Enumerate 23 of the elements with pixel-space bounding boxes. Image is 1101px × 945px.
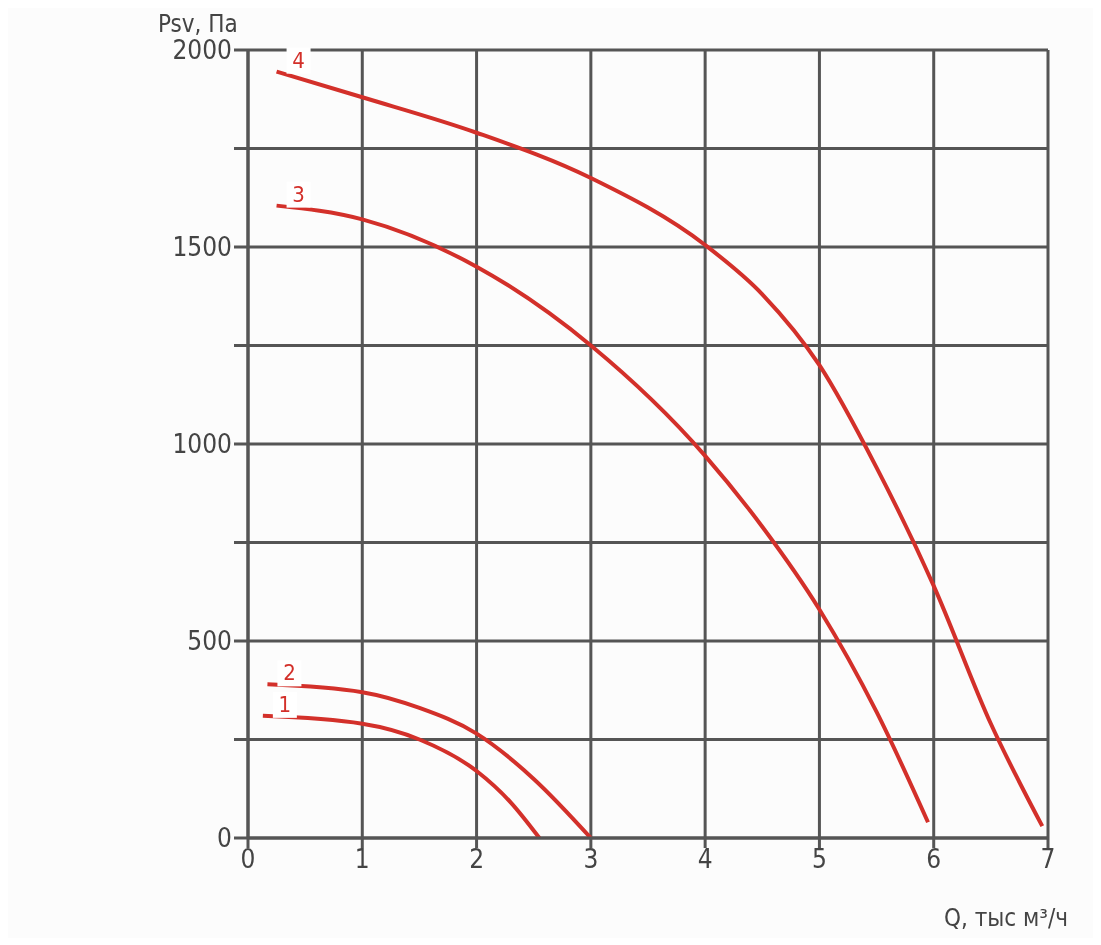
x-tick-label: 1 [354,844,370,875]
y-tick-label: 500 [187,626,232,657]
x-tick-label: 0 [240,844,256,875]
y-tick-label: 0 [217,823,232,854]
y-tick-label: 2000 [172,35,232,66]
x-tick-label: 6 [926,844,942,875]
y-tick-label: 1500 [172,232,232,263]
x-tick-label: 3 [583,844,599,875]
series-label: 4 [292,47,305,73]
line-series [274,203,930,825]
y-axis-title: Psv, Па [158,10,238,38]
x-tick-label: 7 [1040,844,1056,875]
x-tick-label: 4 [697,844,713,875]
x-tick-label: 2 [469,844,485,875]
line-series [260,713,542,838]
y-tick-label: 1000 [172,429,232,460]
series-label: 2 [283,660,296,686]
series-label: 3 [292,181,305,207]
line-series [274,69,1045,829]
series-label: 1 [278,691,292,717]
x-axis-title: Q, тыс м³/ч [943,904,1068,932]
x-tick-label: 5 [811,844,827,875]
line-series [265,682,593,838]
